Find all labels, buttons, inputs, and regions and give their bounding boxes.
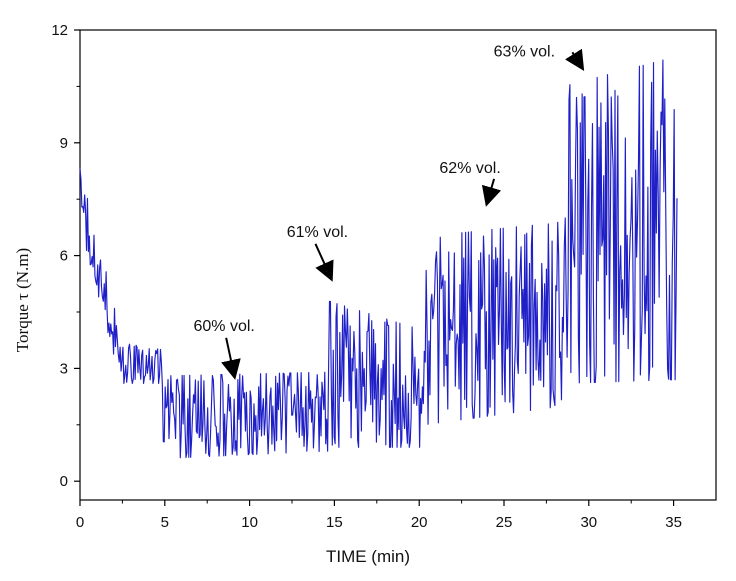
y-axis-title: Torque τ (N.m) (13, 248, 32, 352)
annotation-arrow (314, 243, 334, 282)
x-axis: 0 5 10 15 20 25 30 35 (76, 500, 682, 531)
annotation-label: 63% vol. (494, 43, 555, 60)
x-tick-label: 10 (241, 514, 258, 531)
y-tick-label: 0 (60, 473, 68, 490)
annotation-1: 61% vol. (287, 224, 348, 282)
x-tick-label: 15 (326, 514, 343, 531)
annotations-layer: 60% vol. 61% vol. 62% vol. 63% vol. (193, 43, 585, 380)
annotation-label: 61% vol. (287, 224, 348, 241)
y-tick-label: 12 (51, 22, 68, 39)
plot-frame (79, 29, 717, 501)
annotation-label: 60% vol. (193, 318, 254, 335)
annotation-arrow (565, 48, 585, 71)
y-axis: 0 3 6 9 12 (51, 22, 80, 490)
x-tick-label: 5 (161, 514, 169, 531)
annotation-arrow (481, 178, 502, 207)
x-tick-label: 25 (496, 514, 513, 531)
annotation-3: 63% vol. (494, 43, 585, 71)
series-layer (79, 59, 678, 459)
x-tick-label: 20 (411, 514, 428, 531)
plot-area (79, 29, 717, 501)
annotation-0: 60% vol. (193, 318, 255, 380)
x-tick-label: 0 (76, 514, 84, 531)
x-tick-label: 30 (580, 514, 597, 531)
x-axis-title: TIME (min) (326, 547, 410, 566)
annotation-label: 62% vol. (439, 160, 500, 177)
series-line-0 (79, 59, 678, 459)
y-tick-label: 3 (60, 360, 68, 377)
y-tick-label: 6 (60, 248, 68, 265)
annotation-arrow (221, 337, 241, 380)
annotation-2: 62% vol. (439, 160, 502, 207)
y-tick-label: 9 (60, 135, 68, 152)
x-tick-label: 35 (665, 514, 682, 531)
